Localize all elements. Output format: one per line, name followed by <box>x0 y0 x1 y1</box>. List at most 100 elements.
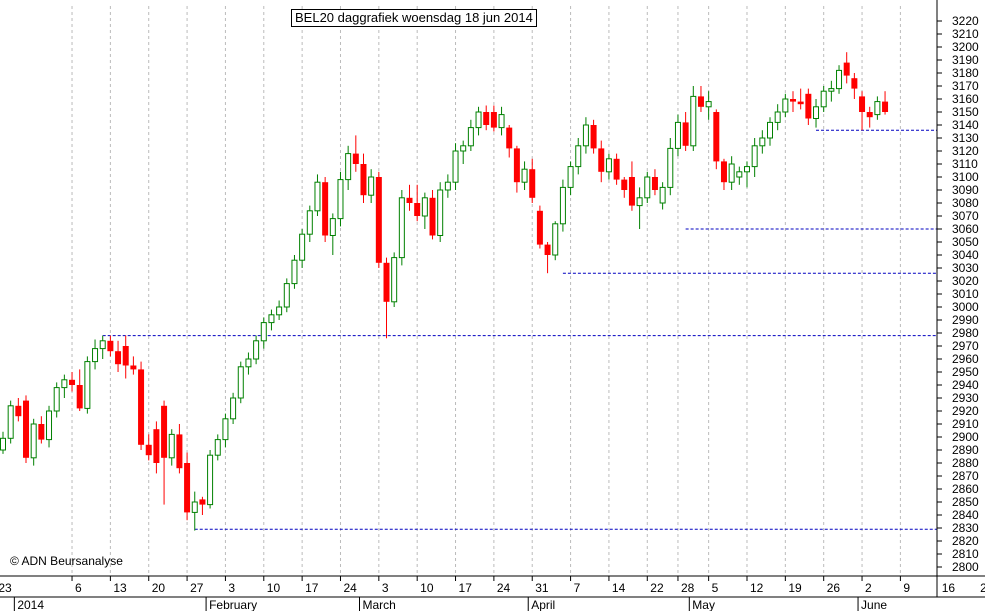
candle-body-down <box>628 177 635 206</box>
y-tick-label: 2950 <box>952 365 979 379</box>
y-tick-label: 3070 <box>952 209 979 223</box>
candle-body-up <box>207 454 214 506</box>
candle-body-down <box>138 369 145 445</box>
y-tick-label: 3000 <box>952 300 979 314</box>
candle-body-up <box>398 197 405 259</box>
candle <box>398 190 405 266</box>
y-tick-label: 3180 <box>952 66 979 80</box>
y-tick-label: 2830 <box>952 521 979 535</box>
candle <box>38 416 45 444</box>
candle <box>207 450 214 509</box>
candle <box>329 213 336 255</box>
candle <box>84 356 91 414</box>
candle-body-up <box>214 439 221 456</box>
y-tick-label: 3060 <box>952 222 979 236</box>
candle <box>7 400 14 444</box>
candle <box>636 187 643 229</box>
month-label: May <box>692 598 715 611</box>
candle-body-down <box>682 122 689 146</box>
candle <box>460 140 467 164</box>
candle <box>751 138 758 177</box>
candle <box>99 335 106 359</box>
candle <box>743 161 750 188</box>
candle <box>437 182 444 242</box>
candle <box>414 184 421 222</box>
candle-body-up <box>291 259 298 285</box>
candle-body-up <box>230 397 237 420</box>
candle <box>352 135 359 172</box>
candle <box>467 119 474 151</box>
candle-body-up <box>828 88 835 92</box>
candle <box>237 361 244 404</box>
candle <box>774 104 781 131</box>
candle <box>498 106 505 136</box>
candle <box>790 91 797 112</box>
candle <box>406 184 413 211</box>
candle-body-down <box>184 463 191 513</box>
candle-body-up <box>276 306 283 316</box>
candle <box>866 106 873 128</box>
candle <box>605 153 612 180</box>
candle <box>199 496 206 515</box>
y-tick-label: 2800 <box>952 560 979 574</box>
candle-body-up <box>268 314 275 324</box>
candle <box>728 156 735 190</box>
x-tick-label: 10 <box>420 581 434 595</box>
candle-body-up <box>743 166 750 173</box>
candle <box>667 138 674 196</box>
x-tick-label: 12 <box>750 581 764 595</box>
candle <box>697 86 704 112</box>
candle-body-down <box>613 158 620 180</box>
candle-body-up <box>582 124 589 147</box>
candle <box>559 179 566 232</box>
y-tick-label: 2960 <box>952 352 979 366</box>
candle-body-down <box>414 203 421 216</box>
candle-body-down <box>882 101 889 112</box>
candle-body-up <box>605 158 612 173</box>
candle-body-down <box>23 400 30 458</box>
candle-body-down <box>713 112 720 162</box>
candle <box>674 114 681 157</box>
candle <box>168 429 175 466</box>
candle-body-down <box>866 112 873 118</box>
y-tick-label: 3030 <box>952 261 979 275</box>
candle-body-up <box>84 361 91 409</box>
candle-body-up <box>92 348 99 363</box>
y-tick-label: 2840 <box>952 508 979 522</box>
x-tick-label: 6 <box>75 581 82 595</box>
candle <box>452 143 459 190</box>
candle-body-up <box>782 98 789 113</box>
candle-body-down <box>483 112 490 125</box>
candle-body-down <box>790 99 797 102</box>
x-tick-label: 17 <box>459 581 473 595</box>
candle <box>843 52 850 84</box>
candle-body-up <box>7 405 14 439</box>
candle-body-up <box>475 111 482 129</box>
candle-body-down <box>490 112 497 128</box>
candle <box>475 106 482 136</box>
candle-body-up <box>345 153 352 181</box>
candle-body-up <box>644 176 651 199</box>
support-lines <box>102 129 937 530</box>
candle <box>391 252 398 307</box>
candle <box>122 335 129 379</box>
candle-body-down <box>621 179 628 190</box>
y-tick-label: 3010 <box>952 287 979 301</box>
candle-body-down <box>322 182 329 236</box>
y-tick-label: 2820 <box>952 534 979 548</box>
candle-body-up <box>299 233 306 261</box>
candle-body-up <box>437 189 444 236</box>
candle <box>544 242 551 274</box>
y-tick-label: 3160 <box>952 92 979 106</box>
x-tick-label: 3 <box>228 581 235 595</box>
x-tick-label: 10 <box>267 581 281 595</box>
month-label: April <box>531 598 555 611</box>
candle-body-up <box>283 283 290 308</box>
y-tick-label: 3090 <box>952 183 979 197</box>
y-tick-label: 2890 <box>952 443 979 457</box>
candle-body-up <box>46 410 53 441</box>
candle-body-up <box>705 101 712 108</box>
candle-body-down <box>107 340 114 352</box>
